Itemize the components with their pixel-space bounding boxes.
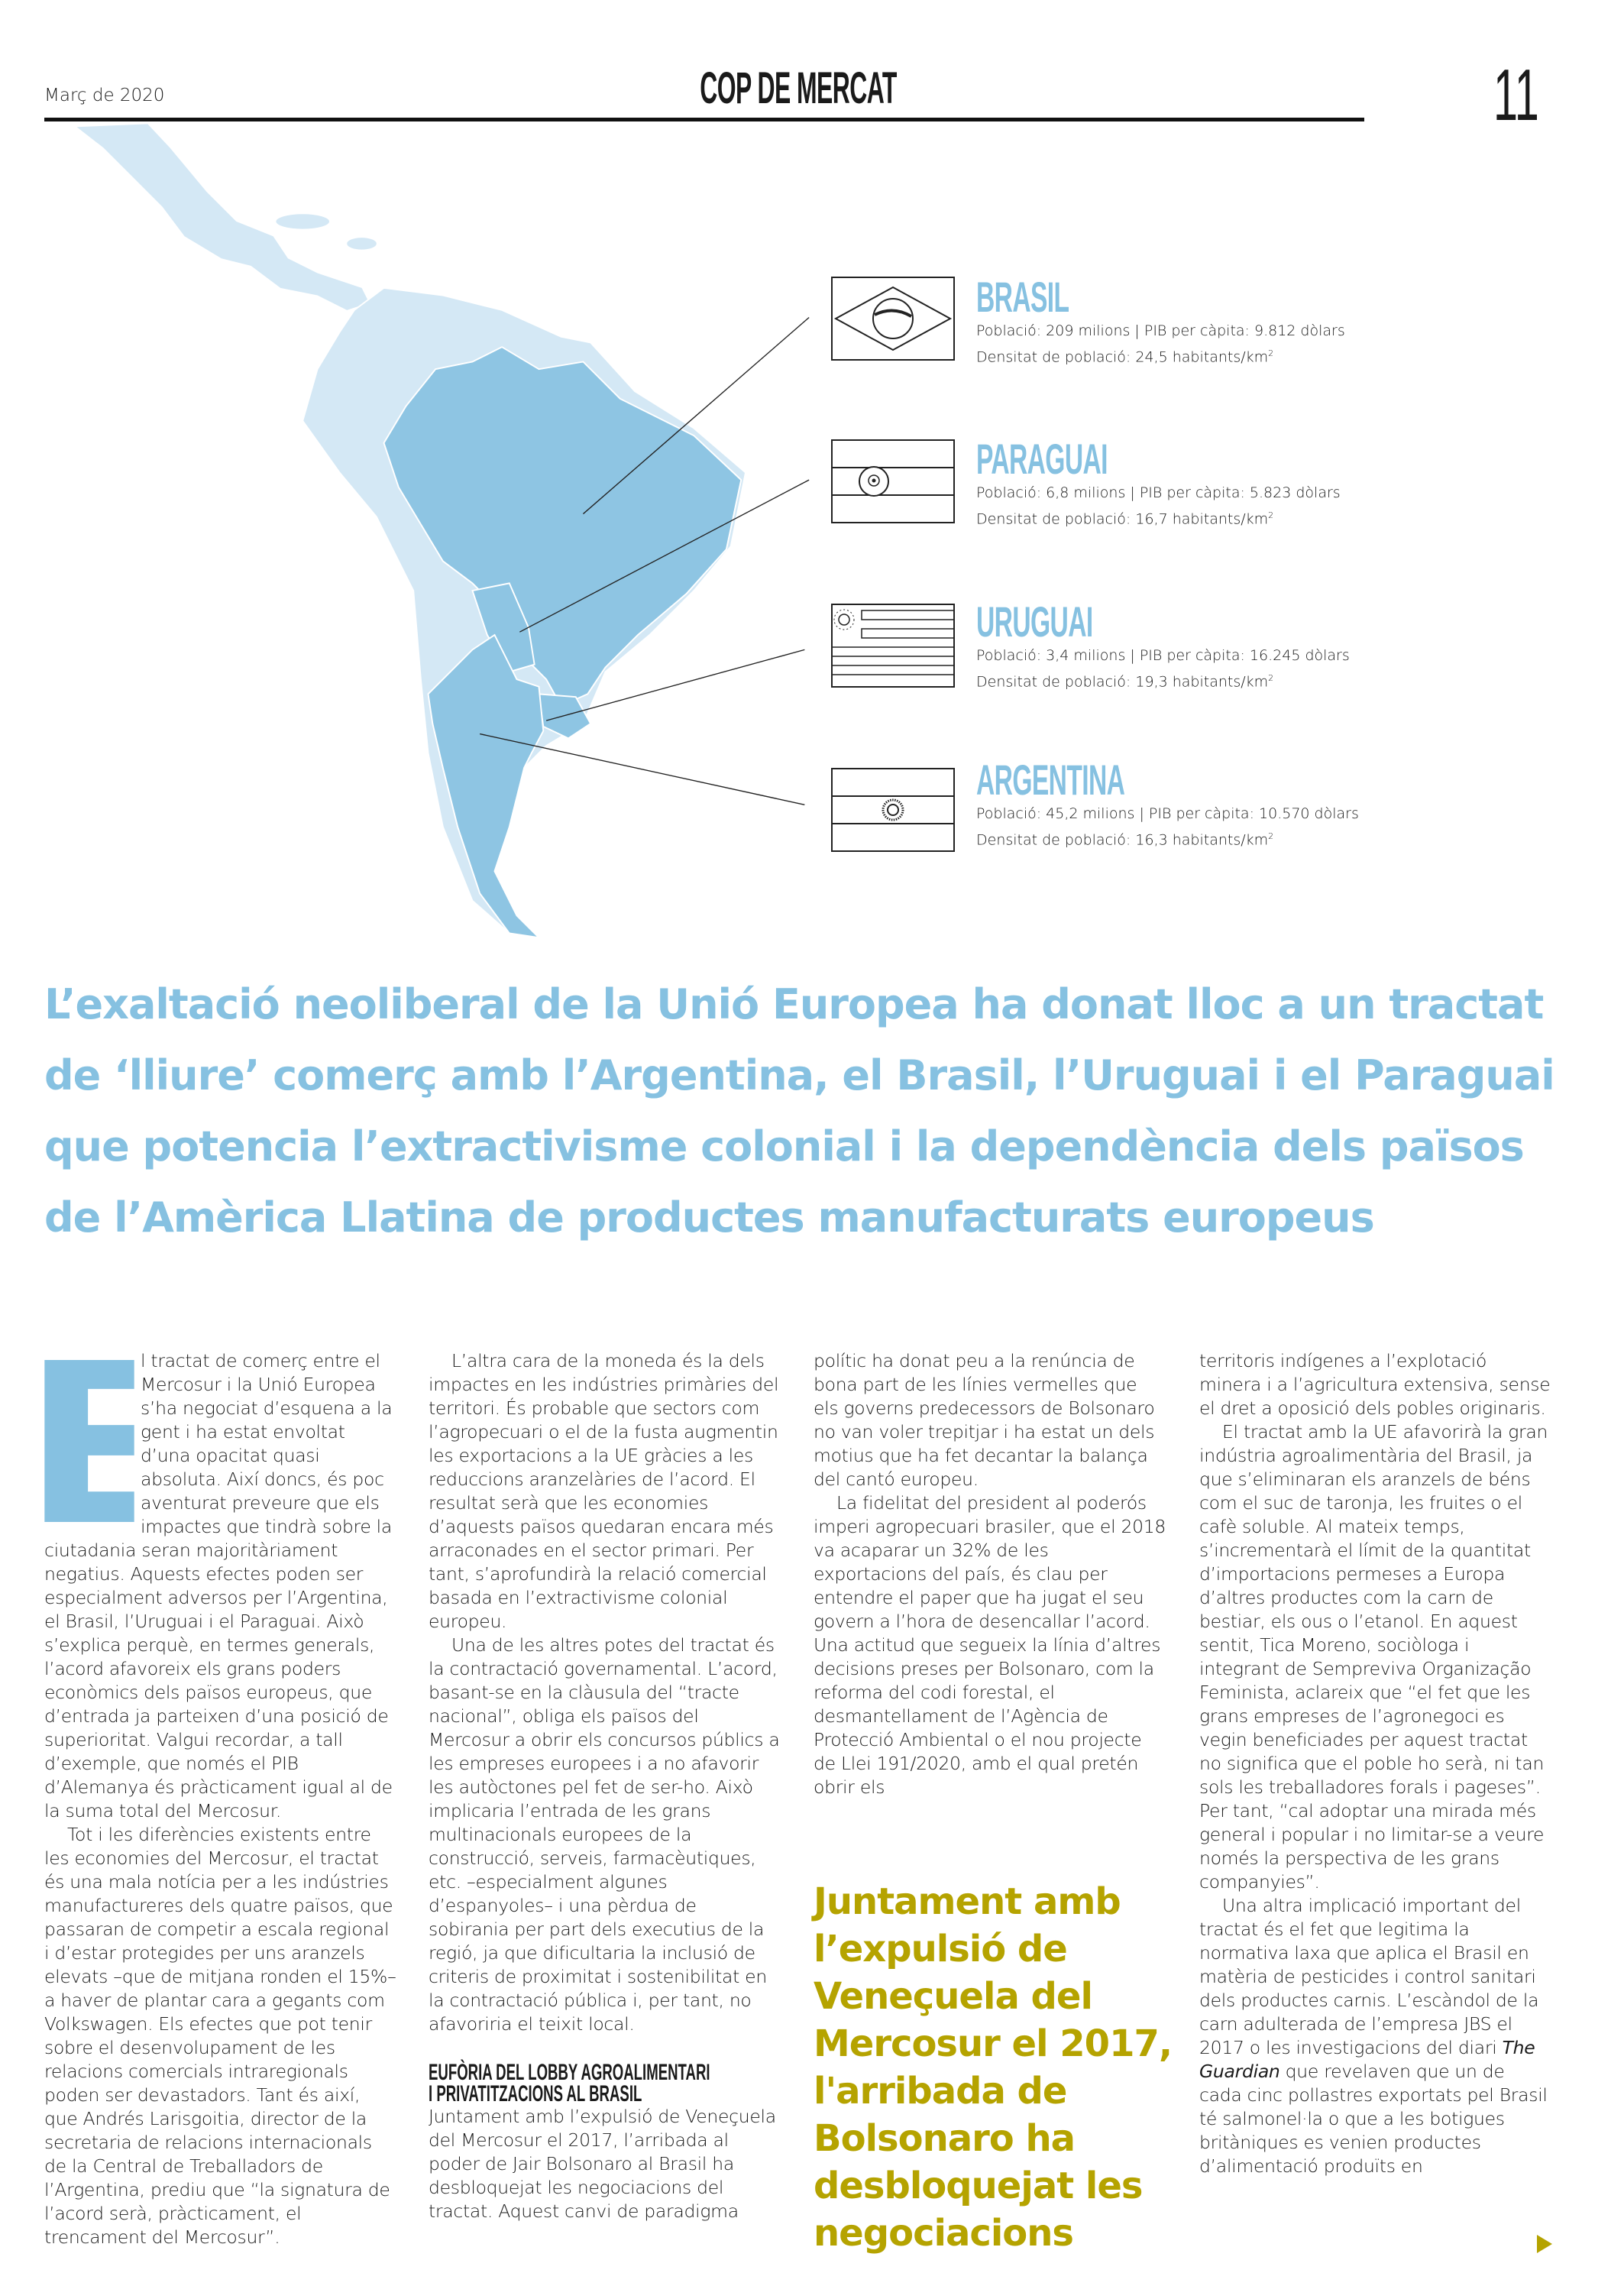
paragraph: Tot i les diferències existents entre le… [44, 1824, 396, 2248]
country-stats: Població: 209 milions | PIB per càpita: … [976, 322, 1345, 339]
headline: L’exaltació neoliberal de la Unió Europe… [44, 969, 1555, 1253]
country-name: BRASIL [976, 273, 1069, 321]
leader-line-argentina [480, 733, 805, 805]
superscript: 2 [1268, 348, 1274, 358]
country-density: Densitat de població: 19,3 habitants/km2 [976, 667, 1350, 693]
density-text: Densitat de població: 16,7 habitants/km [976, 510, 1269, 528]
country-info-argentina: ARGENTINA Població: 45,2 milions | PIB p… [976, 758, 1359, 851]
drop-cap: E [44, 1360, 134, 1522]
country-name: PARAGUAI [976, 435, 1108, 483]
paragraph: El tractat amb la UE afavorirà la gran i… [1199, 1421, 1548, 1893]
country-info-uruguai: URUGUAI Població: 3,4 milions | PIB per … [976, 600, 1350, 693]
leader-line-brasil [582, 317, 810, 515]
map-brasil [383, 346, 742, 707]
superscript: 2 [1268, 831, 1274, 841]
country-stats: Població: 45,2 milions | PIB per càpita:… [976, 805, 1359, 822]
article-column-3: polític ha donat peu a la renúncia de bo… [814, 1349, 1166, 1799]
headline-line: L’exaltació neoliberal de la Unió Europe… [44, 980, 1544, 1028]
article-column-4: territoris indígenes a l’explotació mine… [1199, 1349, 1552, 2178]
issue-date: Març de 2020 [44, 86, 165, 105]
subheading-line: I PRIVATITZACIONS AL BRASIL [429, 2081, 642, 2106]
paragraph: Una de les altres potes del tractat és l… [429, 1634, 780, 2035]
subheading-line: EUFÒRIA DEL LOBBY AGROALIMENTARI [429, 2060, 710, 2085]
country-density: Densitat de població: 16,3 habitants/km2 [976, 825, 1359, 851]
country-name: ARGENTINA [976, 756, 1125, 804]
superscript: 2 [1268, 673, 1274, 683]
paraguay-flag-icon [831, 439, 955, 523]
article-column-2: L’altra cara de la moneda és la dels imp… [429, 1349, 781, 2223]
text: que revelaven que un de cada cinc pollas… [1199, 2061, 1548, 2177]
map-caribbean [276, 214, 330, 229]
article-column-1: E l tractat de comerç entre el Mercosur … [44, 1349, 397, 2249]
paragraph: La fidelitat del president al poderós im… [814, 1492, 1166, 1798]
subheading: EUFÒRIA DEL LOBBY AGROALIMENTARI I PRIVA… [429, 2060, 788, 2106]
map-argentina [427, 633, 545, 939]
leader-line-uruguai [545, 649, 805, 721]
country-info-paraguai: PARAGUAI Població: 6,8 milions | PIB per… [976, 437, 1341, 530]
country-stats: Població: 6,8 milions | PIB per càpita: … [976, 484, 1341, 501]
map-central-america [76, 124, 370, 310]
density-text: Densitat de població: 19,3 habitants/km [976, 673, 1269, 691]
section-title: COP DE MERCAT [700, 63, 897, 113]
density-text: Densitat de població: 16,3 habitants/km [976, 831, 1269, 849]
uruguay-flag-icon [831, 604, 955, 688]
density-text: Densitat de població: 24,5 habitants/km [976, 348, 1269, 366]
paragraph: L’altra cara de la moneda és la dels imp… [429, 1350, 779, 1632]
header-rule [44, 118, 1364, 121]
country-name: URUGUAI [976, 597, 1093, 646]
country-density: Densitat de població: 24,5 habitants/km2 [976, 342, 1345, 368]
headline-line: de ‘lliure’ comerç amb l’Argentina, el B… [44, 1051, 1555, 1099]
paragraph: Una altra implicació important del tract… [1199, 1894, 1552, 2178]
paragraph: territoris indígenes a l’explotació mine… [1199, 1350, 1551, 1419]
paragraph: polític ha donat peu a la renúncia de bo… [814, 1350, 1155, 1490]
paragraph: Juntament amb l’expulsió de Veneçuela de… [429, 2106, 776, 2222]
headline-line: de l’Amèrica Llatina de productes manufa… [44, 1193, 1375, 1242]
country-stats: Població: 3,4 milions | PIB per càpita: … [976, 647, 1350, 664]
argentina-flag-icon [831, 768, 955, 852]
leader-line-paraguai [519, 479, 810, 633]
map-caribbean [347, 238, 377, 250]
paragraph: l tractat de comerç entre el Mercosur i … [44, 1350, 393, 1821]
pull-quote: Juntament amb l’expulsió de Veneçuela de… [814, 1880, 1173, 2255]
headline-line: que potencia l’extractivisme colonial i … [44, 1122, 1525, 1171]
country-density: Densitat de població: 16,7 habitants/km2 [976, 504, 1341, 530]
brazil-flag-icon [831, 277, 955, 361]
country-info-brasil: BRASIL Població: 209 milions | PIB per c… [976, 275, 1345, 368]
superscript: 2 [1268, 510, 1274, 520]
text: Una altra implicació important del tract… [1199, 1895, 1539, 2058]
page-number: 11 [1493, 54, 1539, 136]
south-america-map [76, 124, 810, 939]
triangle-right-icon [1537, 2235, 1552, 2253]
map-paraguai [471, 582, 535, 673]
newspaper-title: The Guardian [1199, 2037, 1535, 2082]
